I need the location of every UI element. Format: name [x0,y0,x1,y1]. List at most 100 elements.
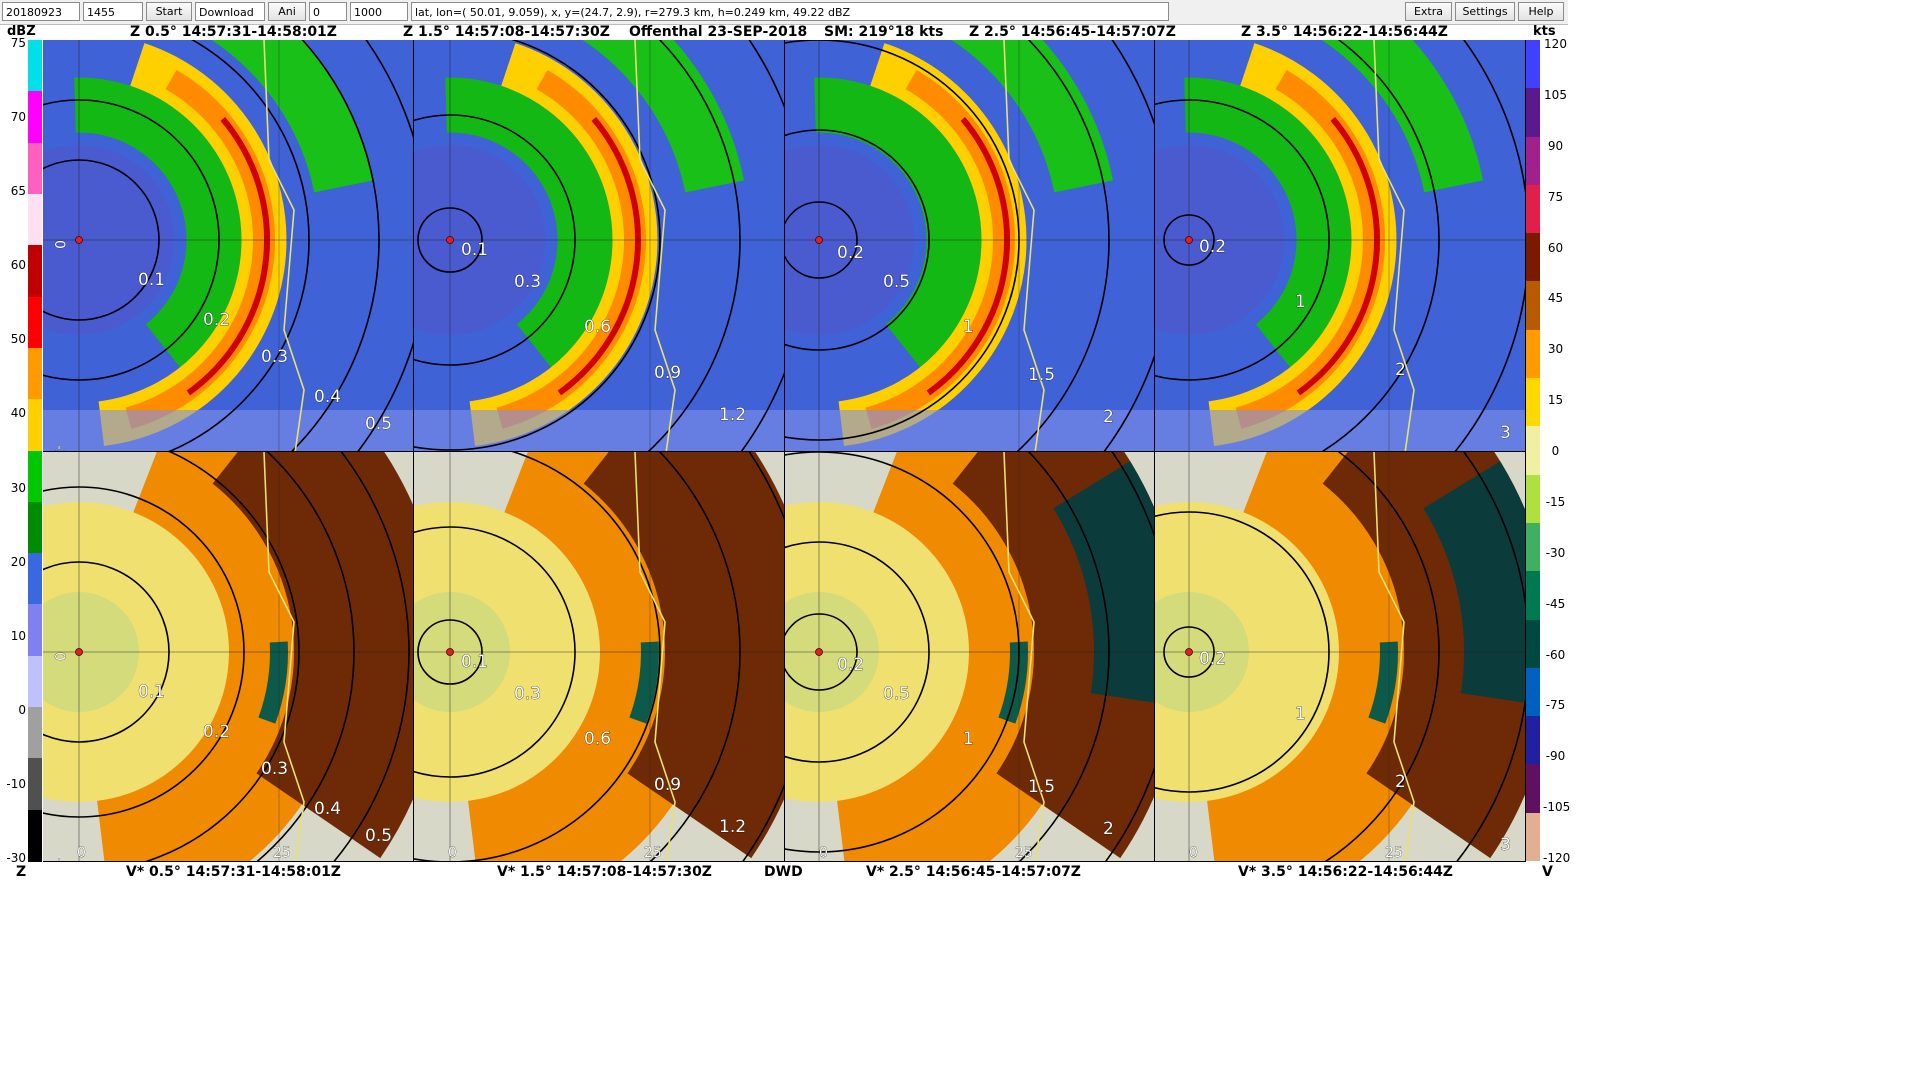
scale-tick-label: 40 [10,406,26,421]
radar-image-v25: 0.2 0.5 1 1.5 2 0 25 [785,452,1154,861]
border-line [263,452,305,861]
velocity-couplet [258,641,288,724]
border-line [634,452,676,861]
date-field[interactable]: 20180923 [2,2,80,21]
range-ring [785,452,1020,853]
scale-color-step [28,40,42,92]
velocity-outbound-max [1053,461,1154,703]
panel-z15[interactable]: 0.1 0.3 0.6 0.9 1.2 [414,40,785,452]
ring-height-label: 0.3 [261,759,288,779]
ring-height-label: 0.4 [314,387,341,407]
range-ring [1018,452,1110,861]
scale-color-step [28,758,42,811]
scale-color-step [1526,136,1540,186]
help-button[interactable]: Help [1518,2,1564,21]
range-ring [1155,511,1330,793]
ring-height-label: 0.4 [314,799,341,819]
header-z15: Z 1.5° 14:57:08-14:57:30Z [403,24,610,40]
axis-distance-label: -25 [51,445,67,451]
time-field[interactable]: 1455 [83,2,143,21]
radar-image-z05: 0.1 0.2 0.3 0.4 0.5 0 -25 [43,40,413,451]
ring-height-label: 0.6 [584,729,611,749]
footer-v25: V* 2.5° 14:56:45-14:57:07Z [866,864,1081,880]
range-ring [417,619,483,685]
scale-color-step [1526,184,1540,234]
ring-height-label: 1 [963,317,974,337]
scale-color-step [28,193,42,246]
range-ring [1321,40,1440,451]
storm-motion: SM: 219°18 kts [824,24,944,40]
scale-color-step [1526,233,1540,282]
ani-button[interactable]: Ani [268,2,306,21]
station-title: Offenthal 23-SEP-2018 [629,24,808,40]
extra-button[interactable]: Extra [1405,2,1452,21]
scale-tick-label: -15 [1545,494,1566,509]
echo-orange-core [125,69,275,429]
scale-tick-label: -90 [1545,749,1566,764]
axis-distance-label: 0 [51,240,67,249]
radar-image-v35: 0.2 1 2 3 0 25 [1155,452,1525,861]
start-button[interactable]: Start [146,2,192,21]
panel-v25[interactable]: 0.2 0.5 1 1.5 2 0 25 [785,452,1155,862]
range-ring [333,452,410,861]
range-ring [43,561,170,743]
ring-height-label: 0.9 [654,775,681,795]
scale-tick-label: 20 [10,554,26,569]
frame-start-field[interactable]: 0 [309,2,347,21]
border-line [1373,40,1415,451]
settings-button[interactable]: Settings [1455,2,1515,21]
ring-height-label: 0.1 [138,270,165,290]
panel-v35[interactable]: 0.2 1 2 3 0 25 [1155,452,1526,862]
ring-height-label: 0.2 [837,243,864,263]
panel-z05[interactable]: 0.1 0.2 0.3 0.4 0.5 0 -25 [43,40,414,452]
scale-tick-label: -105 [1543,800,1571,815]
radar-site-marker [1185,236,1193,244]
ring-height-label: 0.2 [1199,649,1226,669]
right-scale-unit: kts [1533,24,1556,39]
velocity-orange-band [95,452,349,861]
scale-color-step [1526,378,1540,427]
panel-v05[interactable]: 0.1 0.2 0.3 0.4 0.5 0 -25 0 25 [43,452,414,862]
ring-height-label: 0.5 [883,684,910,704]
range-ring [1016,40,1110,451]
panel-z35[interactable]: 0.2 1 2 3 [1155,40,1526,452]
axis-distance-label: 0 [819,845,828,861]
axis-distance-label: 0 [1189,845,1198,861]
scale-color-step [28,399,42,451]
frame-delay-field[interactable]: 1000 [350,2,408,21]
scale-color-step [1526,281,1540,331]
range-ring [785,40,1020,441]
ring-height-label: 2 [1395,772,1406,792]
radar-image-z15: 0.1 0.3 0.6 0.9 1.2 [414,40,784,451]
echo-red-core [926,116,1010,396]
scale-color-step [1526,716,1540,765]
velocity-color-scale [1526,40,1540,862]
scale-color-step [1526,667,1540,717]
echo-green-band-outer [1321,40,1484,193]
ring-height-label: 0.5 [365,414,392,434]
velocity-couplet [1368,641,1398,724]
range-ring [649,452,741,861]
scale-tick-label: 0 [1551,444,1560,458]
range-ring [144,452,300,861]
radar-site-marker [75,236,83,244]
ring-height-label: 0.1 [138,682,165,702]
scale-tick-label: 30 [10,480,26,495]
scale-tick-label: 120 [1544,37,1567,51]
scale-tick-label: 75 [10,36,26,50]
scale-color-step [28,296,42,349]
ring-height-label: 0.2 [203,722,230,742]
ring-height-label: 3 [1500,423,1511,443]
scale-color-step [1526,619,1540,669]
radar-image-z35: 0.2 1 2 3 [1155,40,1525,451]
panel-z25[interactable]: 0.2 0.5 1 1.5 2 [785,40,1155,452]
scale-color-step [28,553,42,605]
download-select[interactable]: Download [195,2,265,21]
scale-tick-label: 90 [1547,138,1564,153]
border-line [263,40,305,451]
footer-v15: V* 1.5° 14:57:08-14:57:30Z [497,864,712,880]
scale-color-step [28,707,42,759]
velocity-couplet [629,641,659,724]
radar-image-v05: 0.1 0.2 0.3 0.4 0.5 0 -25 0 25 [43,452,413,861]
panel-v15[interactable]: 0.1 0.3 0.6 0.9 1.2 0 25 [414,452,785,862]
